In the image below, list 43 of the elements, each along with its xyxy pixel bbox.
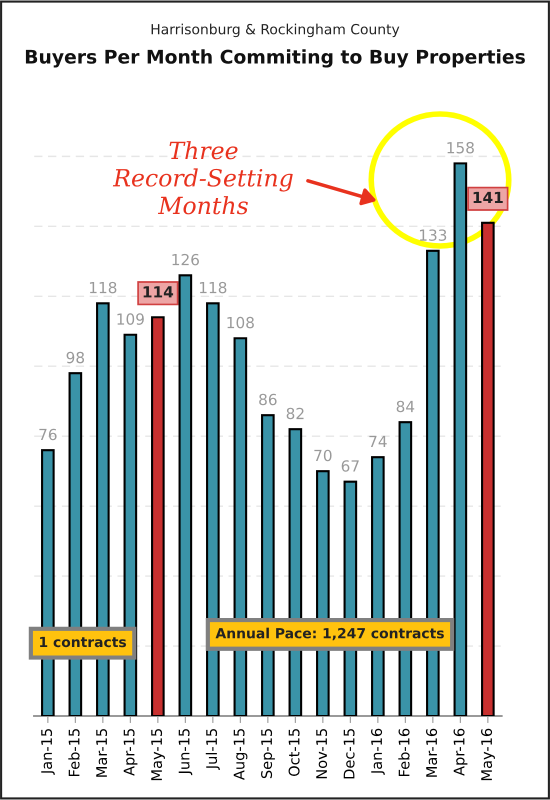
data-label: 108 bbox=[227, 316, 254, 328]
bar bbox=[151, 316, 165, 716]
x-tick-label: Apr-16 bbox=[454, 728, 468, 776]
annotation: Three Record-Setting Months bbox=[112, 141, 293, 214]
data-label: 70 bbox=[314, 450, 332, 462]
x-tick-label: Mar-16 bbox=[426, 728, 438, 777]
x-tick-label: Jan-15 bbox=[41, 729, 55, 775]
data-label: 84 bbox=[396, 400, 414, 412]
x-tick-label: Nov-15 bbox=[316, 729, 328, 778]
annotation: 1 contracts bbox=[40, 636, 126, 648]
x-tick-label: Feb-15 bbox=[68, 729, 80, 776]
x-tick-label: Oct-15 bbox=[288, 729, 300, 776]
x-tick-label: Dec-15 bbox=[344, 729, 355, 778]
bar bbox=[454, 162, 468, 716]
data-label: 118 bbox=[90, 282, 116, 294]
data-label: 98 bbox=[66, 352, 84, 364]
data-label: 76 bbox=[39, 428, 57, 440]
data-label: 133 bbox=[420, 229, 446, 241]
x-tick-label: Mar-15 bbox=[96, 729, 108, 777]
x-tick-label: Jun-15 bbox=[178, 729, 192, 776]
data-label: 74 bbox=[369, 436, 387, 448]
annotation: Annual Pace: 1,247 contracts bbox=[216, 628, 444, 640]
data-label: 82 bbox=[286, 408, 304, 420]
bar bbox=[481, 222, 495, 716]
data-label: 86 bbox=[259, 394, 277, 406]
chart-title: Buyers Per Month Commiting to Buy Properties bbox=[26, 49, 525, 68]
x-tick-label: Apr-15 bbox=[124, 729, 138, 776]
data-label: 67 bbox=[342, 460, 359, 472]
data-label: 114 bbox=[144, 286, 174, 298]
data-label: 141 bbox=[474, 192, 503, 203]
bar bbox=[178, 274, 192, 716]
x-tick-label: May-16 bbox=[481, 728, 495, 780]
x-tick-label: Jan-16 bbox=[371, 728, 385, 775]
x-tick-label: Jul-15 bbox=[206, 729, 220, 770]
data-label: 158 bbox=[447, 142, 474, 154]
chart-subtitle: Harrisonburg & Rockingham County bbox=[152, 24, 400, 38]
x-tick-label: Feb-16 bbox=[398, 728, 410, 776]
data-label: 118 bbox=[200, 282, 226, 294]
x-tick-label: May-15 bbox=[151, 729, 165, 780]
data-label: 109 bbox=[117, 313, 144, 325]
x-tick-label: Aug-15 bbox=[234, 729, 248, 780]
data-label: 126 bbox=[172, 254, 199, 266]
x-tick-label: Sep-15 bbox=[261, 729, 275, 778]
